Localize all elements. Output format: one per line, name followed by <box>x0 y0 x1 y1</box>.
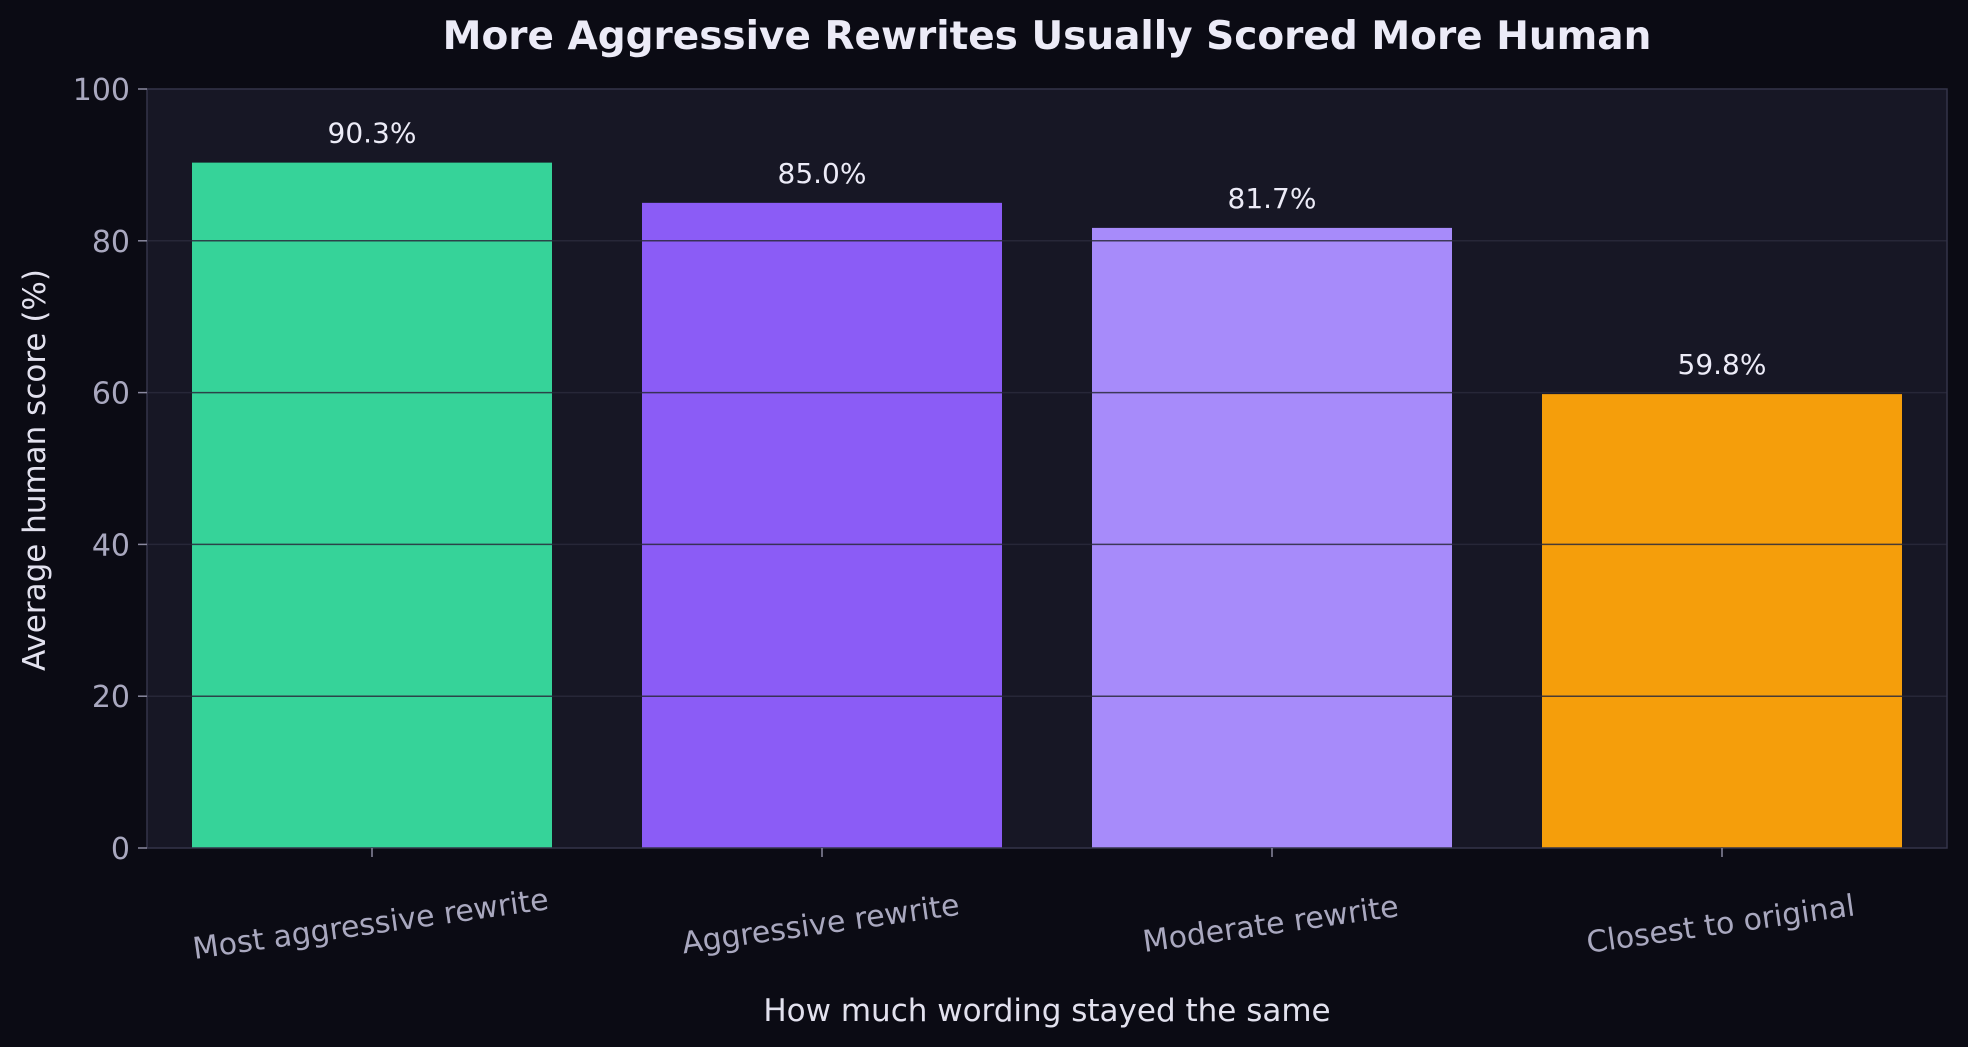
data-label: 90.3% <box>328 117 417 150</box>
bar <box>1542 394 1902 848</box>
bar <box>1092 227 1452 849</box>
y-tick-label: 80 <box>92 225 130 260</box>
y-tick-label: 20 <box>92 680 130 715</box>
x-tick-label: Moderate rewrite <box>1141 889 1401 960</box>
y-tick-label: 60 <box>92 377 130 412</box>
x-tick-label: Closest to original <box>1584 888 1857 960</box>
x-tick-label: Aggressive rewrite <box>680 888 962 962</box>
bar <box>192 162 552 849</box>
y-axis-label: Average human score (%) <box>17 269 53 671</box>
bar <box>642 202 1002 849</box>
chart-title: More Aggressive Rewrites Usually Scored … <box>443 14 1652 59</box>
plot-frame <box>146 88 1948 849</box>
data-label: 85.0% <box>778 157 867 190</box>
x-axis-label: How much wording stayed the same <box>763 993 1330 1029</box>
x-tick-label: Most aggressive rewrite <box>191 882 551 967</box>
data-label: 59.8% <box>1678 348 1767 381</box>
y-tick-label: 100 <box>73 73 130 108</box>
y-tick-label: 40 <box>92 528 130 563</box>
data-label: 81.7% <box>1228 182 1317 215</box>
y-tick-label: 0 <box>111 832 130 867</box>
